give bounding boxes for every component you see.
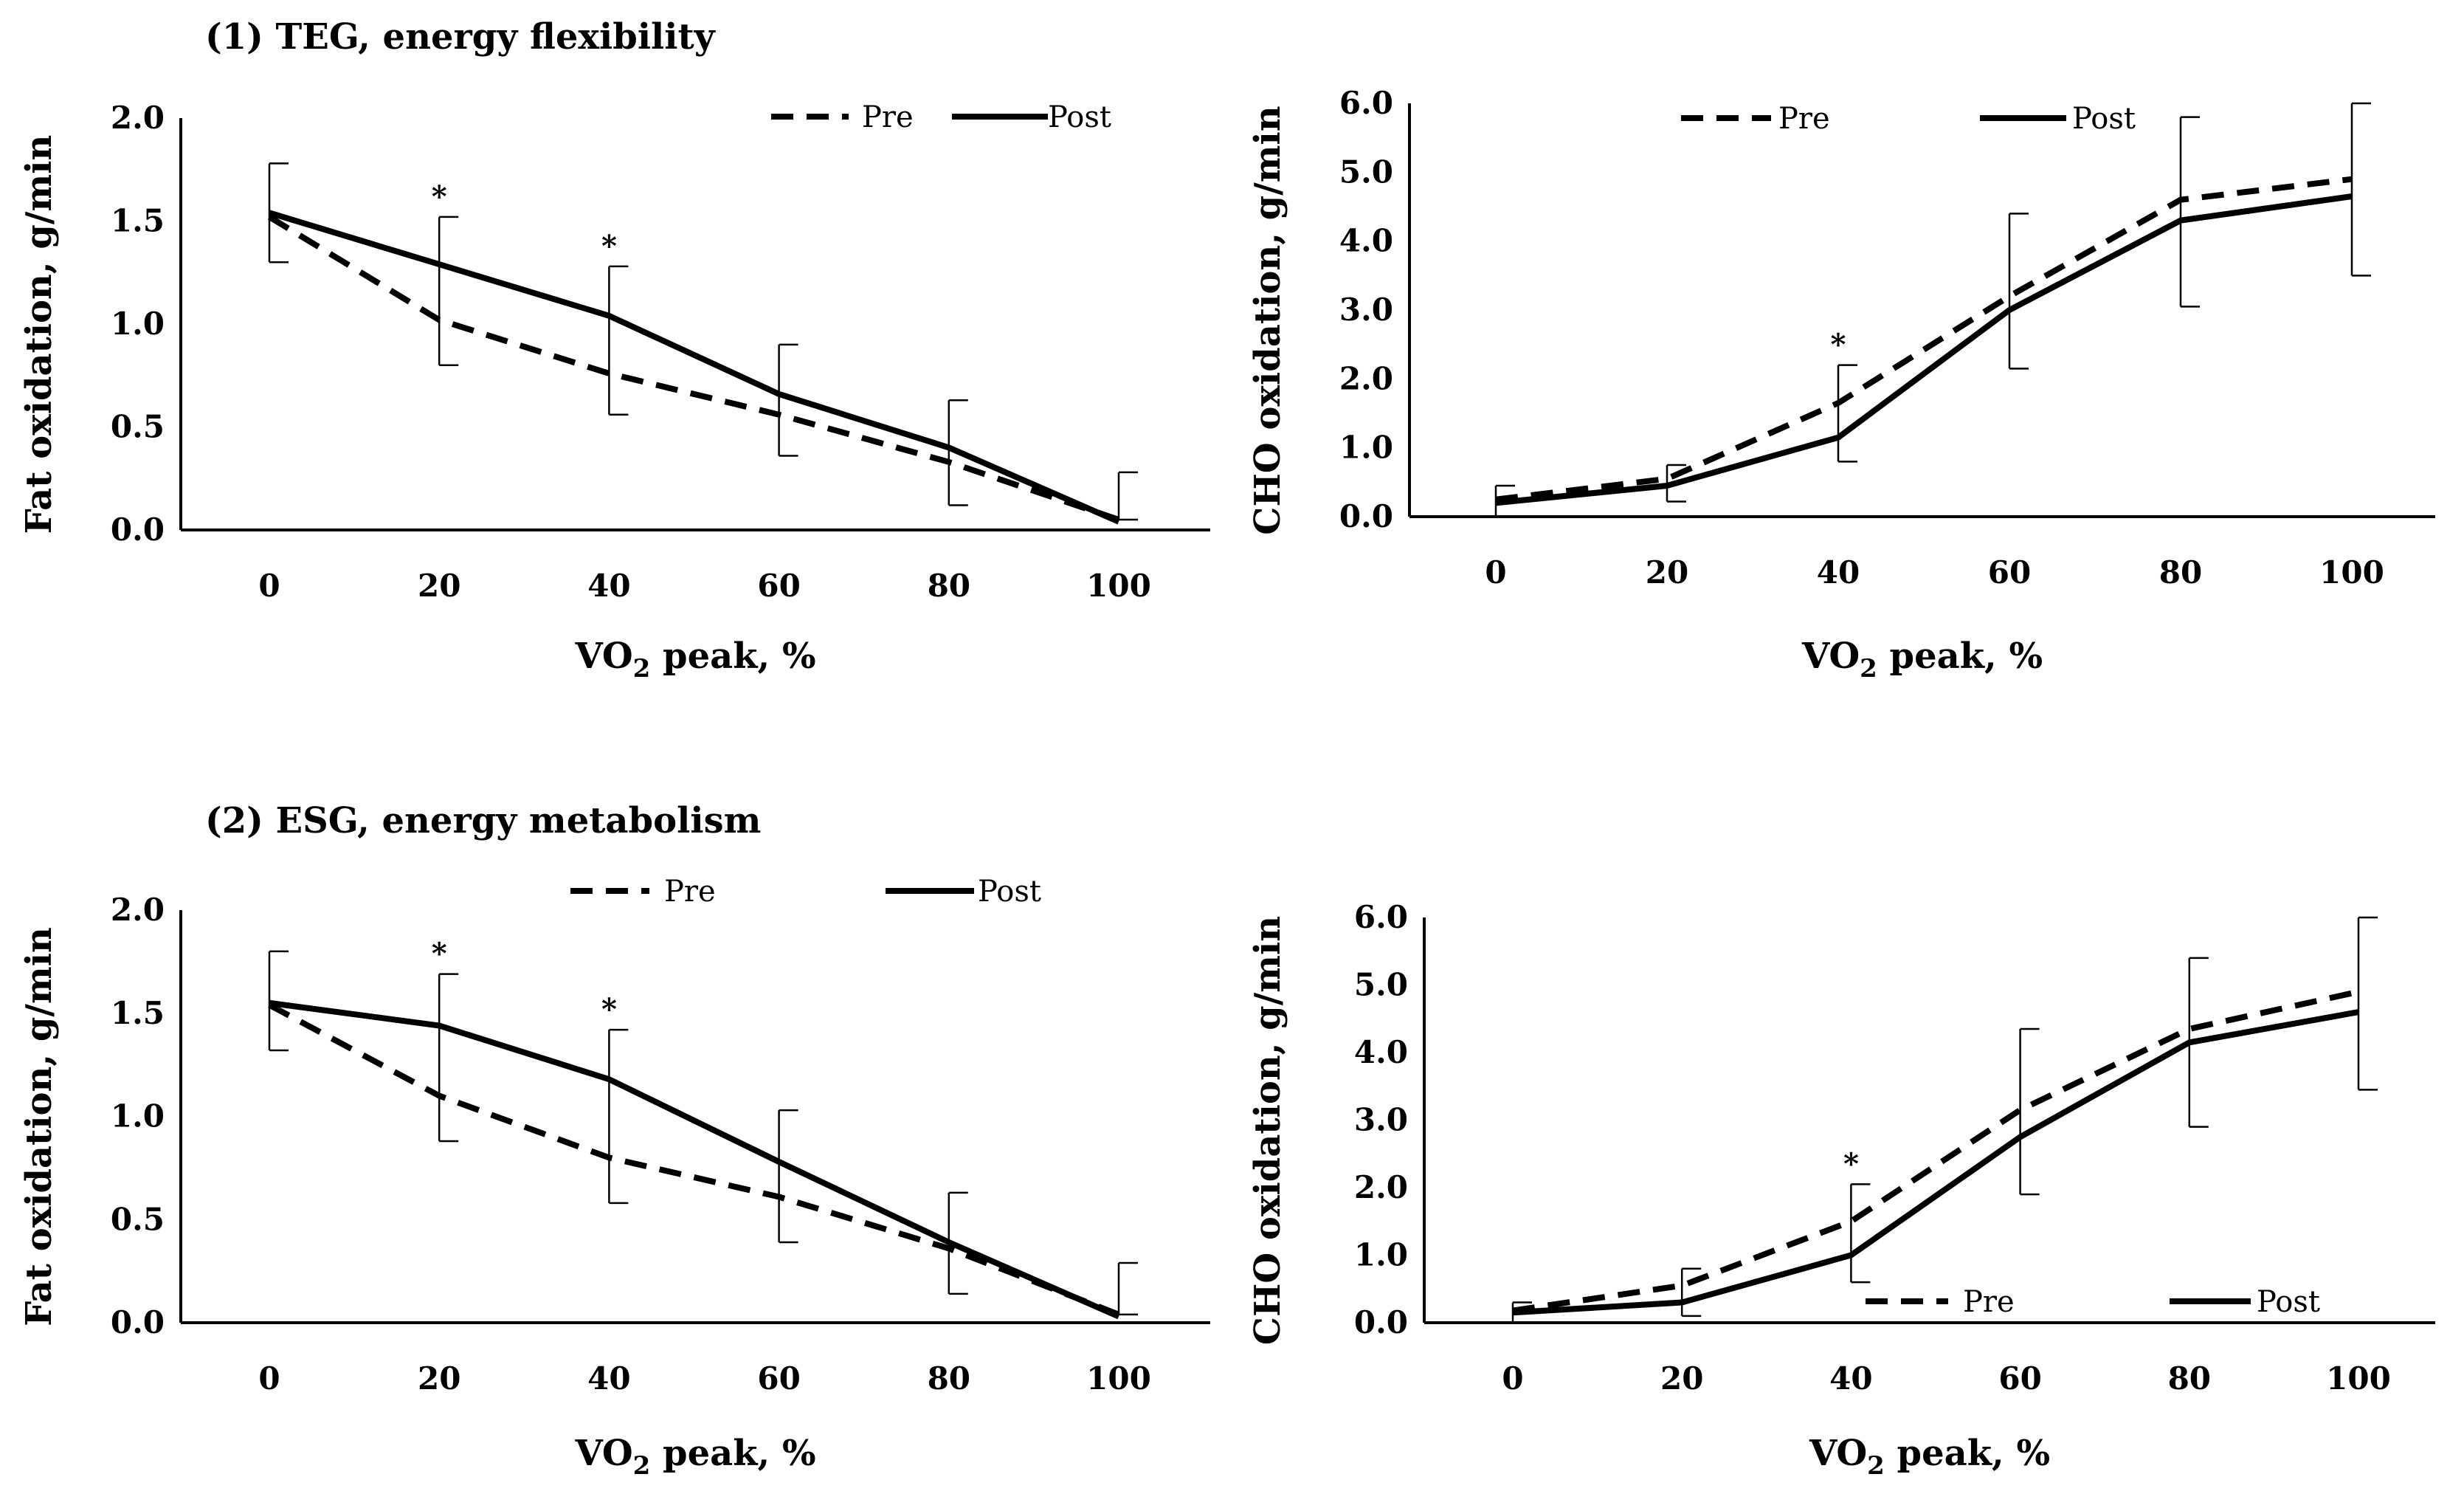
y-tick-label: 2.0: [111, 892, 165, 928]
legend-label-post: Post: [2257, 1285, 2320, 1319]
y-tick-label: 4.0: [1339, 223, 1393, 259]
series-line-post: [1495, 193, 2353, 506]
x-tick-label: 40: [587, 568, 630, 604]
x-tick-label: 100: [2326, 1360, 2391, 1397]
y-tick-label: 0.5: [111, 409, 165, 445]
y-tick-label: 3.0: [1354, 1102, 1408, 1138]
x-tick-label: 80: [928, 1360, 970, 1397]
y-tick-label: 6.0: [1354, 899, 1408, 935]
y-tick-label: 5.0: [1354, 967, 1408, 1003]
figure-title-top: (1) TEG, energy flexibility: [205, 16, 717, 58]
y-tick-label: 6.0: [1339, 85, 1393, 121]
x-tick-label: 100: [2319, 554, 2384, 590]
y-tick-label: 1.0: [111, 1098, 165, 1134]
x-tick-label: 60: [757, 568, 800, 604]
legend-label-pre: Pre: [862, 100, 914, 134]
figure-title-bottom: (2) ESG, energy metabolism: [205, 800, 761, 841]
x-tick-label: 60: [1988, 554, 2031, 590]
y-axis-label: Fat oxidation, g/min: [18, 135, 60, 534]
legend-label-pre: Pre: [1778, 102, 1830, 136]
legend-label-pre: Pre: [664, 875, 716, 909]
legend-label-pre: Pre: [1963, 1285, 2015, 1319]
x-tick-label: 0: [1502, 1360, 1523, 1397]
x-tick-label: 0: [258, 1360, 280, 1397]
significance-marker: *: [601, 229, 617, 264]
y-tick-label: 3.0: [1339, 292, 1393, 328]
y-tick-label: 0.0: [1339, 498, 1393, 534]
significance-marker: *: [1831, 328, 1846, 362]
x-tick-label: 20: [1660, 1360, 1703, 1397]
y-tick-label: 1.0: [1339, 430, 1393, 466]
chart-teg-fat-oxidation: 0.0 0.5 1.0 1.5 2.0 0 20 40 60 80 100 Fat oxidation…: [18, 100, 1210, 683]
y-axis-label: CHO oxidation, g/min: [1247, 106, 1288, 534]
chart-teg-cho-oxidation: 0.0 1.0 2.0 3.0 4.0 5.0 6.0 0 20 40 60 80 100 CHO oxi…: [1247, 85, 2435, 683]
x-axis-label: VO2 peak, %: [1801, 636, 2043, 683]
x-tick-label: 0: [1485, 554, 1506, 590]
x-tick-label: 100: [1086, 1360, 1151, 1397]
series-line-post: [269, 999, 1120, 1320]
series-line-post: [268, 210, 1120, 525]
y-tick-label: 1.5: [111, 995, 165, 1031]
legend-label-post: Post: [1048, 100, 1111, 134]
legend-label-post: Post: [2072, 102, 2136, 136]
y-tick-label: 0.5: [111, 1201, 165, 1237]
x-tick-label: 20: [1646, 554, 1688, 590]
significance-marker: *: [432, 179, 447, 214]
x-tick-label: 20: [418, 568, 460, 604]
y-tick-label: 0.0: [111, 1304, 165, 1340]
y-tick-label: 0.0: [111, 512, 165, 548]
x-axis-label: VO2 peak, %: [574, 1433, 815, 1481]
x-tick-label: 80: [2168, 1360, 2211, 1397]
series-line-pre: [1495, 176, 2353, 503]
x-tick-label: 100: [1086, 568, 1151, 604]
y-tick-label: 4.0: [1354, 1034, 1408, 1070]
y-axis-label: CHO oxidation, g/min: [1247, 916, 1288, 1345]
y-tick-label: 2.0: [1339, 360, 1393, 396]
y-axis-label: Fat oxidation, g/min: [18, 927, 60, 1326]
x-tick-label: 80: [928, 568, 970, 604]
legend-label-post: Post: [978, 875, 1041, 909]
y-tick-label: 5.0: [1339, 154, 1393, 190]
x-tick-label: 40: [1829, 1360, 1872, 1397]
significance-marker: *: [432, 937, 447, 971]
x-tick-label: 40: [587, 1360, 630, 1397]
y-tick-label: 1.5: [111, 203, 165, 239]
significance-marker: *: [601, 992, 617, 1027]
y-tick-label: 2.0: [1354, 1169, 1408, 1205]
x-tick-label: 40: [1817, 554, 1860, 590]
x-axis-label: VO2 peak, %: [574, 636, 815, 683]
y-tick-label: 0.0: [1354, 1304, 1408, 1340]
y-tick-label: 1.0: [1354, 1237, 1408, 1273]
series-line-pre: [267, 214, 1120, 523]
x-tick-label: 0: [258, 568, 280, 604]
series-line-pre: [1512, 988, 2359, 1314]
x-tick-label: 60: [757, 1360, 800, 1397]
x-tick-label: 60: [1998, 1360, 2041, 1397]
x-axis-label: VO2 peak, %: [1809, 1433, 2050, 1481]
series-line-post: [1512, 1009, 2359, 1316]
y-tick-label: 1.0: [111, 306, 165, 342]
significance-marker: *: [1843, 1146, 1859, 1181]
x-tick-label: 80: [2159, 554, 2202, 590]
series-line-pre: [268, 1002, 1120, 1318]
chart-esg-fat-oxidation: 0.0 0.5 1.0 1.5 2.0 0 20 40 60 80 100 Fat oxidation…: [18, 875, 1210, 1481]
chart-esg-cho-oxidation: 0.0 1.0 2.0 3.0 4.0 5.0 6.0 0 20 40 60 80 100 CHO oxi…: [1247, 899, 2435, 1481]
x-tick-label: 20: [418, 1360, 460, 1397]
y-tick-label: 2.0: [111, 100, 165, 136]
